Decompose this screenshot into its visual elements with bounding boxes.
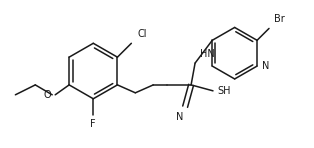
Text: Cl: Cl — [137, 29, 147, 39]
Text: O: O — [44, 90, 51, 100]
Text: F: F — [90, 119, 96, 129]
Text: Br: Br — [274, 15, 285, 24]
Text: HN: HN — [200, 49, 215, 59]
Text: N: N — [262, 61, 269, 71]
Text: N: N — [176, 112, 184, 122]
Text: SH: SH — [217, 86, 230, 96]
